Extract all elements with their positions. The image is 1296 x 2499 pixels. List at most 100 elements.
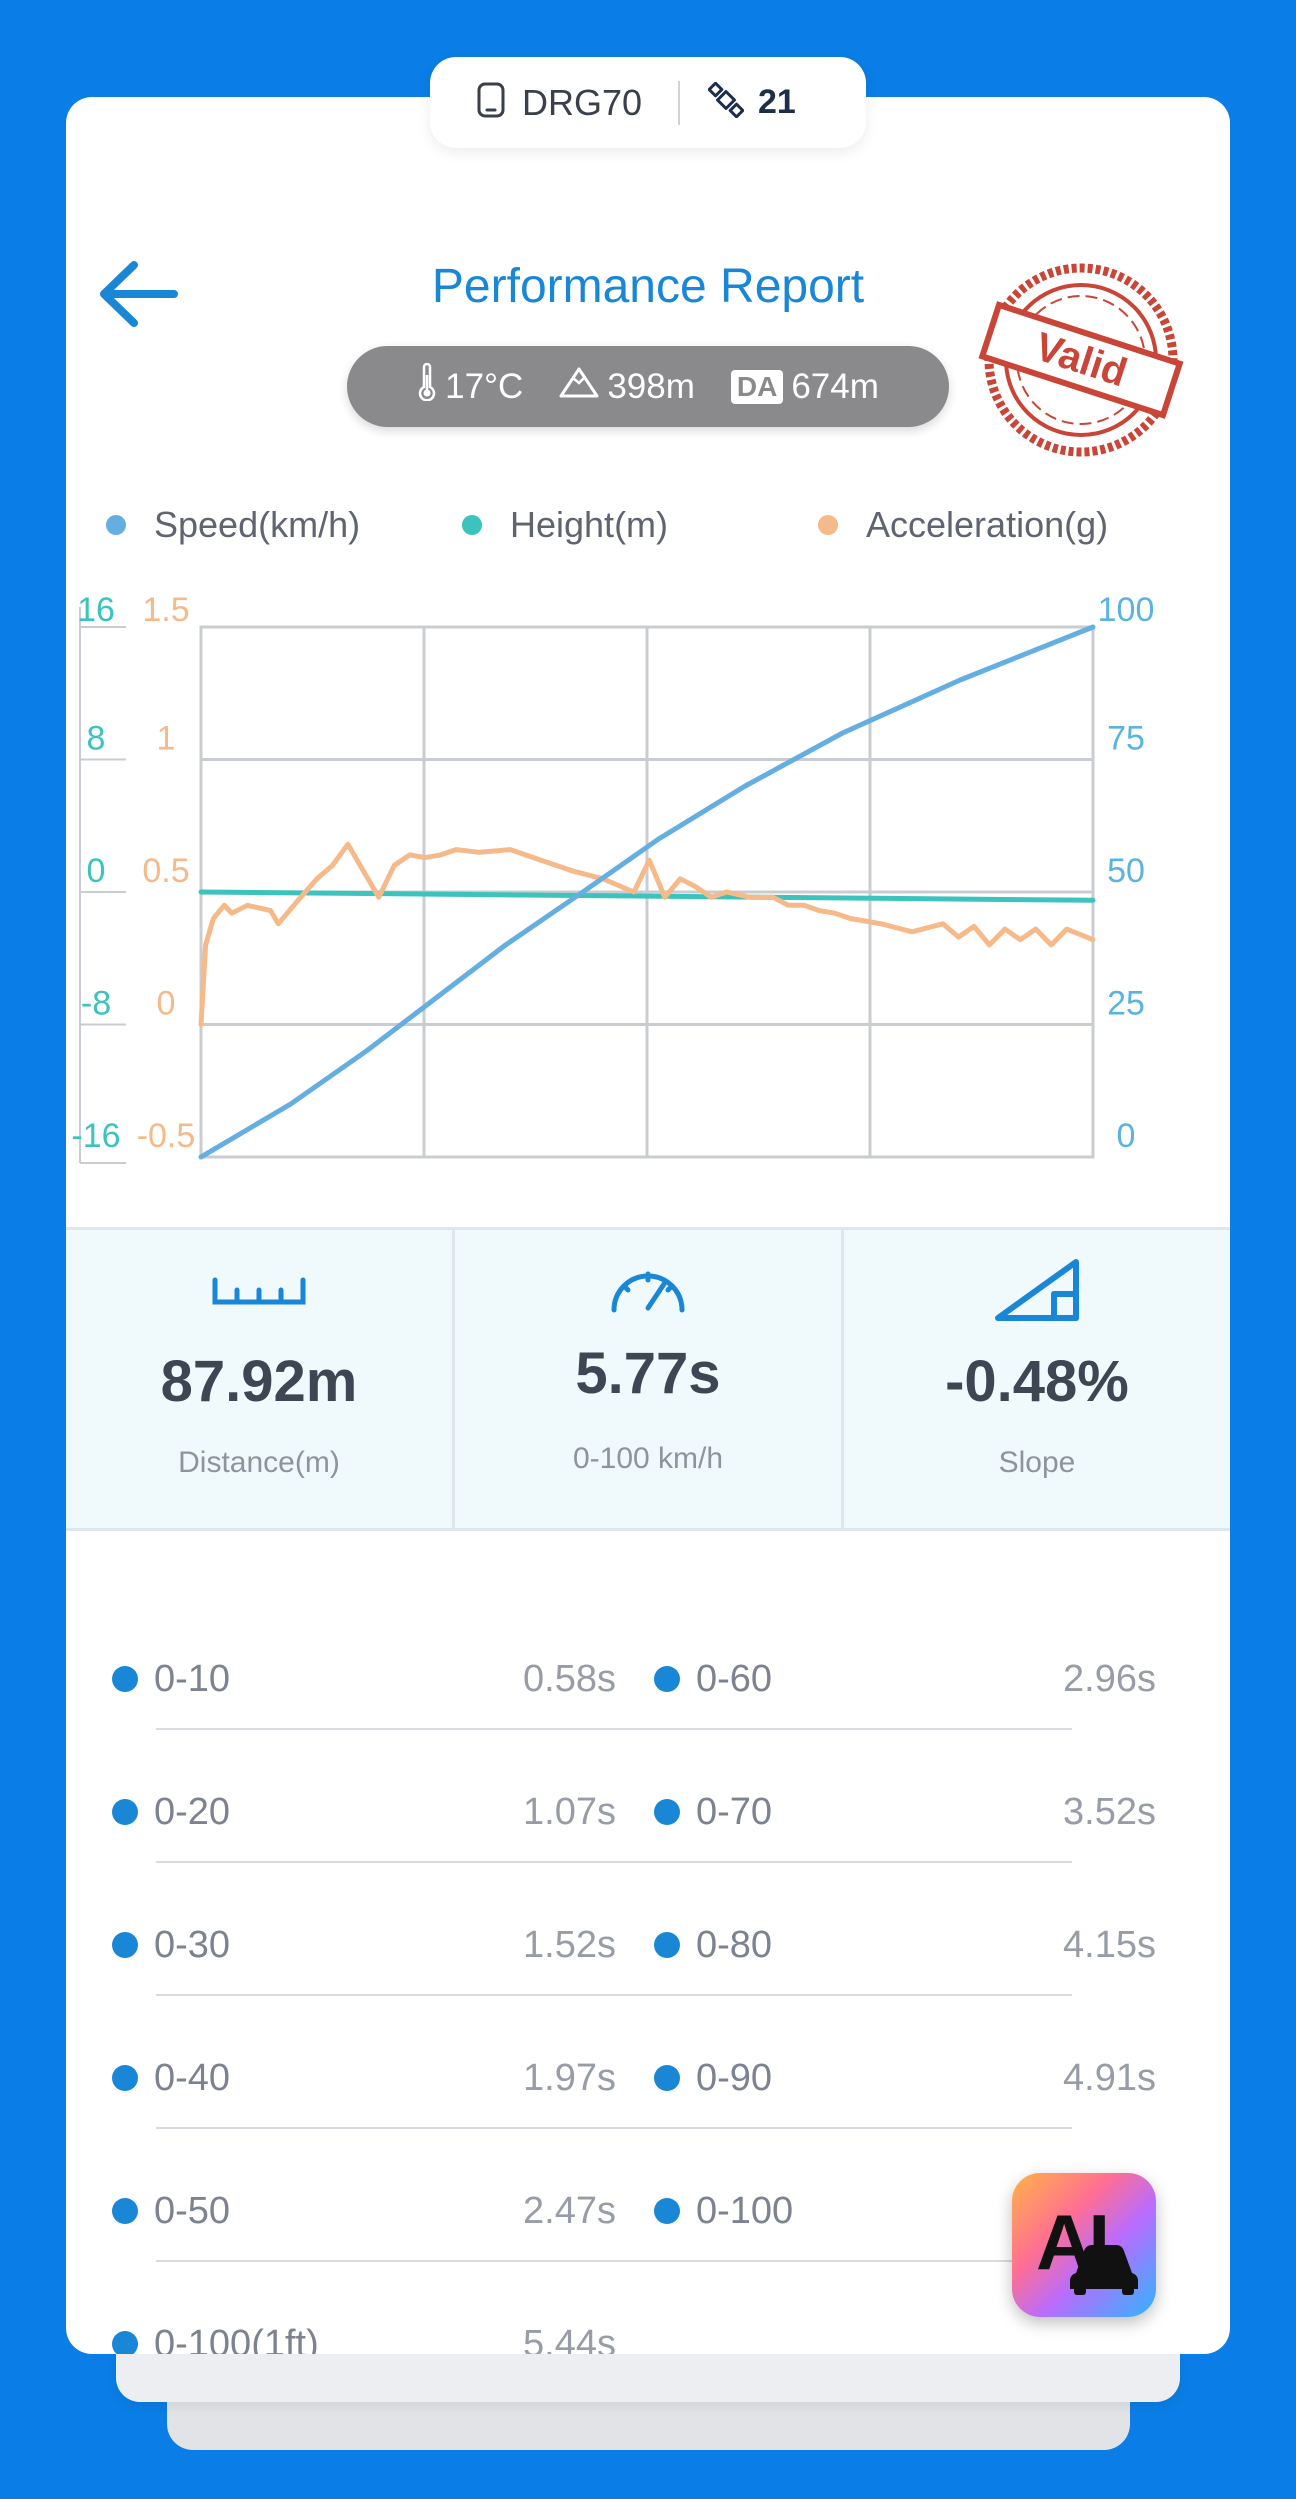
accel-tick-label: 0 [157,985,176,1023]
temperature-segment: 17°C [417,362,524,410]
ruler-icon [66,1268,452,1324]
split-right-label-text: 0-60 [696,1657,773,1700]
bullet-dot [654,1932,680,1958]
bullet-dot [112,2065,138,2091]
height-series-line [198,889,1096,903]
bullet-dot [654,1666,680,1692]
split-left-label-text: 0-10 [154,1657,231,1700]
device-info: DRG70 [430,82,678,124]
row-divider [156,2260,1072,2262]
device-status-pill[interactable]: DRG70 21 [430,57,866,148]
split-left-value: 1.07s [406,1787,616,1837]
split-left-value: 5.44s [406,2319,616,2355]
height-tick-label: -16 [71,1117,120,1155]
da-badge: DA [730,369,784,404]
stat-distance: 87.92m Distance(m) [66,1230,452,1528]
bullet-dot [112,2331,138,2354]
split-left-value: 0.58s [406,1654,616,1704]
height-tick-label: 16 [77,591,115,629]
row-divider [156,1728,1072,1730]
split-time-row: 0-30 1.52s 0-80 4.15s [66,1863,1230,1996]
device-name: DRG70 [522,81,643,123]
bullet-dot [112,2198,138,2224]
satellite-icon [707,81,745,123]
split-time-row: 0-100(1ft) 5.44s [66,2262,1230,2354]
altitude-value: 398m [607,366,695,406]
speed-tick-label: 100 [1098,591,1155,629]
accel-series-line [198,841,1096,1027]
split-right-value-text: 4.15s [1063,1923,1156,1966]
height-tick-label: 0 [87,852,106,890]
slope-value: -0.48% [945,1349,1129,1414]
bullet-dot [112,1666,138,1692]
density-altitude-value: 674m [791,366,879,406]
split-right-label: 0-80 [654,1920,772,1970]
time-label: 0-100 km/h [572,1442,724,1475]
speed-tick-label: 75 [1107,720,1145,758]
back-button[interactable] [94,257,190,337]
ai-assistant-button[interactable]: AI [1012,2173,1156,2317]
height-tick-label: 8 [87,720,106,758]
summary-stats: 87.92m Distance(m) 5.77s 0-100 km/h -0.4… [66,1227,1230,1531]
conditions-pill: 17°C 398m DA 674m [347,346,949,427]
stat-acceleration-time: 5.77s 0-100 km/h [452,1230,841,1528]
bullet-dot [112,1799,138,1825]
stat-slope: -0.48% Slope [841,1230,1230,1528]
bullet-dot [112,1932,138,1958]
split-right-value: 4.91s [946,2053,1156,2103]
speedometer-icon [455,1260,841,1316]
legend-height-swatch [462,515,482,535]
slope-icon [844,1254,1230,1321]
split-time-row: 0-20 1.07s 0-70 3.52s [66,1730,1230,1863]
height-tick-label: -8 [81,985,111,1023]
split-right-label-text: 0-90 [696,2056,773,2099]
split-left-label-text: 0-40 [154,2056,231,2099]
split-left-label: 0-20 [112,1787,230,1837]
performance-chart: 16 8 0 -8 -16 1.5 1 0.5 0 -0.5 100 75 50 25 0 [71,591,1155,1164]
accel-tick-label: 1.5 [142,591,189,629]
bullet-dot [654,2198,680,2224]
split-right-label: 0-70 [654,1787,772,1837]
bullet-dot [654,2065,680,2091]
mountain-icon [559,366,599,407]
split-left-value: 1.97s [406,2053,616,2103]
split-left-label-text: 0-30 [154,1923,231,1966]
split-left-label: 0-10 [112,1654,230,1704]
row-divider [156,1994,1072,1996]
split-left-value-text: 0.58s [523,1657,616,1700]
speed-tick-label: 50 [1107,852,1145,890]
legend-speed-label: Speed(km/h) [154,504,361,545]
split-left-label-text: 0-100(1ft) [154,2322,319,2355]
speed-tick-label: 25 [1107,985,1145,1023]
split-left-value-text: 1.07s [523,1790,616,1833]
row-divider [156,1861,1072,1863]
split-left-value-text: 1.52s [523,1923,616,1966]
split-time-row: 0-10 0.58s 0-60 2.96s [66,1597,1230,1730]
altitude-segment: 398m [559,366,695,407]
split-left-value-text: 1.97s [523,2056,616,2099]
split-time-row: 0-50 2.47s 0-100 [66,2129,1230,2262]
report-card: Performance Report 17°C 398m DA 674m [66,97,1230,2354]
speed-series-line [198,624,1096,1160]
split-right-value: 2.96s [946,1654,1156,1704]
split-left-value: 1.52s [406,1920,616,1970]
slope-label: Slope [998,1446,1076,1479]
split-left-value-text: 2.47s [523,2189,616,2232]
car-icon [1068,2239,1140,2300]
bullet-dot [654,1799,680,1825]
chart-legend: Speed(km/h) Height(m) Acceleration(g) [66,504,1166,546]
split-left-label: 0-100(1ft) [112,2319,319,2354]
legend-speed: Speed(km/h) [106,504,360,546]
legend-height-label: Height(m) [510,504,669,545]
split-left-value-text: 5.44s [523,2322,616,2355]
accel-tick-label: 0.5 [142,852,189,890]
density-altitude-segment: DA 674m [730,366,879,407]
split-right-value-text: 4.91s [1063,2056,1156,2099]
temperature-value: 17°C [445,366,524,406]
valid-stamp: Valid [978,257,1184,463]
split-left-label-text: 0-50 [154,2189,231,2232]
split-right-value-text: 2.96s [1063,1657,1156,1700]
split-right-label-text: 0-100 [696,2189,794,2232]
split-time-row: 0-40 1.97s 0-90 4.91s [66,1996,1230,2129]
legend-accel: Acceleration(g) [818,504,1108,546]
